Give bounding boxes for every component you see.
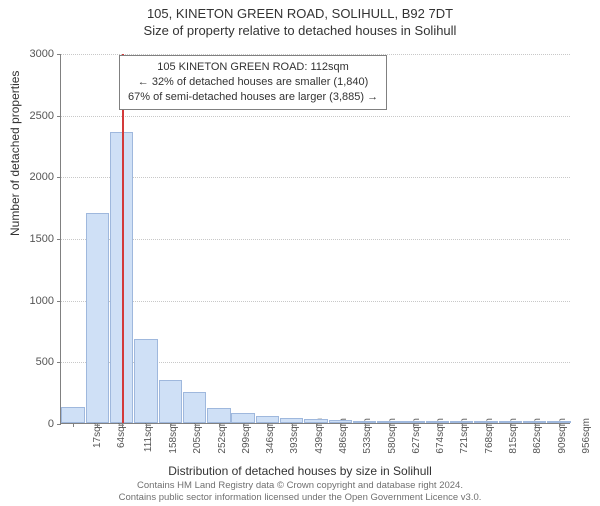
ytick-mark <box>57 239 61 240</box>
page-subtitle: Size of property relative to detached ho… <box>0 23 600 38</box>
ytick-label: 1500 <box>0 233 54 245</box>
chart-container: 17sqm64sqm111sqm158sqm205sqm252sqm299sqm… <box>60 54 570 424</box>
ytick-mark <box>57 301 61 302</box>
ytick-label: 2000 <box>0 171 54 183</box>
page-title: 105, KINETON GREEN ROAD, SOLIHULL, B92 7… <box>0 6 600 21</box>
xtick-mark <box>462 423 463 427</box>
gridline <box>61 116 570 117</box>
gridline <box>61 239 570 240</box>
annotation-line: ← 32% of detached houses are smaller (1,… <box>128 75 378 90</box>
annotation-box: 105 KINETON GREEN ROAD: 112sqm← 32% of d… <box>119 55 387 110</box>
xtick-mark <box>486 423 487 427</box>
xtick-mark <box>535 423 536 427</box>
footer-line2: Contains public sector information licen… <box>0 492 600 504</box>
xtick-mark <box>243 423 244 427</box>
xtick-label: 111sqm <box>143 418 154 452</box>
xtick-mark <box>437 423 438 427</box>
xtick-mark <box>73 423 74 427</box>
histogram-bar <box>183 392 206 423</box>
plot-area: 17sqm64sqm111sqm158sqm205sqm252sqm299sqm… <box>60 54 570 424</box>
footer-attribution: Contains HM Land Registry data © Crown c… <box>0 480 600 504</box>
xtick-mark <box>340 423 341 427</box>
histogram-bar <box>231 413 254 423</box>
histogram-bar <box>61 407 84 423</box>
histogram-bar <box>207 408 230 423</box>
ytick-label: 2500 <box>0 110 54 122</box>
ytick-mark <box>57 54 61 55</box>
ytick-mark <box>57 116 61 117</box>
ytick-label: 0 <box>0 418 54 430</box>
xtick-mark <box>170 423 171 427</box>
xtick-mark <box>146 423 147 427</box>
xtick-mark <box>510 423 511 427</box>
xtick-mark <box>267 423 268 427</box>
histogram-bar <box>159 380 182 423</box>
xtick-mark <box>316 423 317 427</box>
xtick-label: 956sqm <box>581 418 592 454</box>
xtick-mark <box>195 423 196 427</box>
gridline <box>61 301 570 302</box>
xtick-mark <box>219 423 220 427</box>
ytick-mark <box>57 362 61 363</box>
x-axis-label: Distribution of detached houses by size … <box>0 464 600 478</box>
xtick-mark <box>97 423 98 427</box>
ytick-label: 500 <box>0 356 54 368</box>
xtick-mark <box>122 423 123 427</box>
ytick-mark <box>57 177 61 178</box>
annotation-line: 105 KINETON GREEN ROAD: 112sqm <box>128 60 378 75</box>
xtick-mark <box>389 423 390 427</box>
y-axis-label: Number of detached properties <box>8 71 22 236</box>
gridline <box>61 177 570 178</box>
ytick-label: 3000 <box>0 48 54 60</box>
histogram-bar <box>86 213 109 423</box>
ytick-label: 1000 <box>0 295 54 307</box>
xtick-mark <box>413 423 414 427</box>
histogram-bar <box>256 416 279 423</box>
xtick-mark <box>292 423 293 427</box>
histogram-bar <box>134 339 157 423</box>
xtick-mark <box>365 423 366 427</box>
footer-line1: Contains HM Land Registry data © Crown c… <box>0 480 600 492</box>
xtick-mark <box>559 423 560 427</box>
annotation-line: 67% of semi-detached houses are larger (… <box>128 90 378 105</box>
ytick-mark <box>57 424 61 425</box>
